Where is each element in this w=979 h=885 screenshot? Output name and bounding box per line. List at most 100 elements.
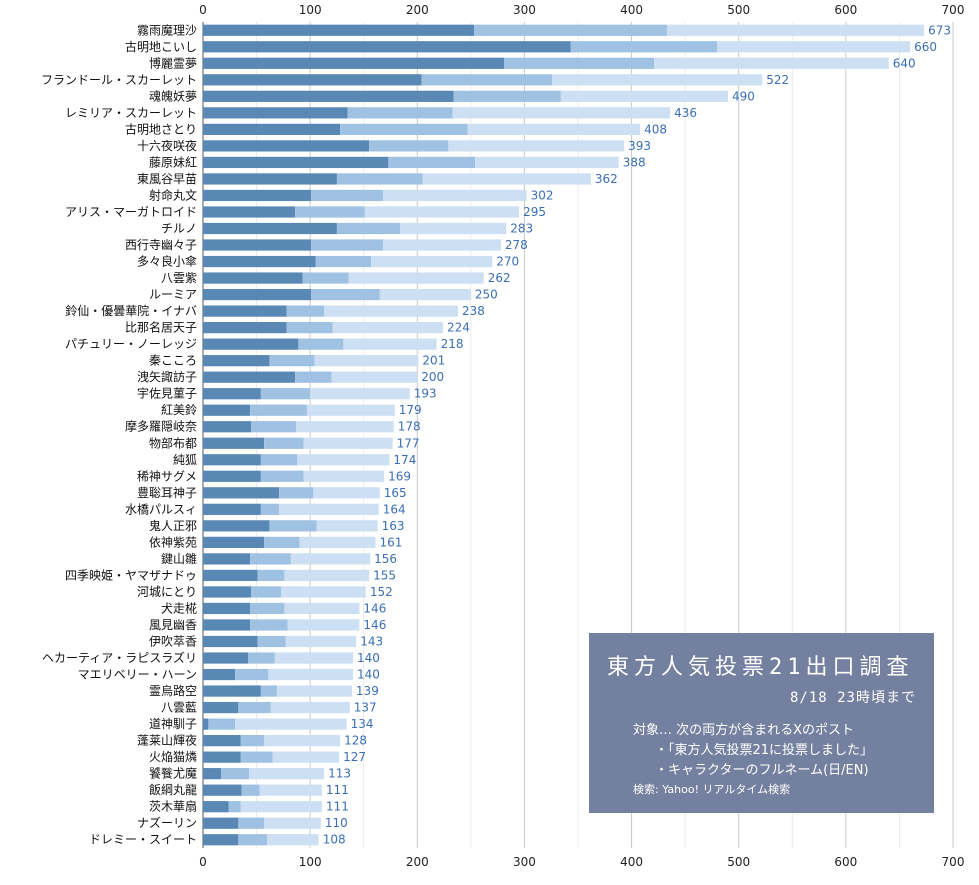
- bar-segment-3: [285, 635, 357, 648]
- bars: [203, 24, 925, 846]
- category-label: 秦こころ: [149, 354, 197, 368]
- x-tick-label-top: 300: [513, 3, 536, 17]
- bar-segment-3: [331, 371, 418, 383]
- bar-segment-2: [340, 123, 468, 135]
- bar-segment-1: [203, 338, 299, 350]
- bar-segment-3: [452, 107, 671, 119]
- bar-segment-1: [203, 41, 571, 53]
- bar-value-label: 393: [628, 139, 651, 153]
- bar-value-label: 140: [357, 651, 380, 665]
- category-label: 純狐: [173, 453, 197, 467]
- bar-segment-3: [270, 701, 350, 714]
- bar-value-label: 660: [914, 40, 937, 54]
- info-box: 東方人気投票21出口調査 8/18 23時頃まで 対象… 次の両方が含まれるXの…: [589, 633, 934, 813]
- bar-value-label: 146: [363, 601, 386, 615]
- bar-value-label: 140: [357, 668, 380, 682]
- bar-segment-1: [203, 718, 209, 730]
- bar-segment-2: [221, 768, 250, 780]
- bar-segment-2: [369, 140, 449, 152]
- x-tick-label-top: 200: [406, 3, 429, 17]
- bar-segment-1: [203, 784, 242, 796]
- bar-segment-2: [311, 288, 380, 301]
- bar-segment-2: [257, 569, 285, 582]
- bar-segment-1: [203, 355, 270, 367]
- bar-segment-3: [560, 90, 728, 102]
- x-tick-label-top: 700: [942, 3, 965, 17]
- x-tick-label-top: 600: [834, 3, 857, 17]
- bar-segment-3: [400, 222, 507, 235]
- bar-segment-3: [249, 768, 325, 780]
- bar-segment-3: [303, 470, 385, 482]
- bar-segment-1: [203, 652, 248, 664]
- category-labels: 霧雨魔理沙古明地こいし博麗霊夢フランドール・スカーレット魂魄妖夢レミリア・スカー…: [41, 22, 197, 846]
- bar-segment-3: [310, 388, 410, 400]
- category-label: 洩矢諏訪子: [137, 369, 197, 384]
- bar-segment-2: [260, 503, 280, 515]
- bar-value-label: 673: [928, 23, 951, 37]
- x-tick-label-bottom: 400: [620, 855, 643, 869]
- bar-value-label: 111: [326, 783, 349, 797]
- category-label: 風見幽香: [149, 618, 197, 632]
- bar-segment-2: [228, 801, 241, 813]
- category-label: 飯綱丸龍: [149, 782, 197, 797]
- bar-segment-3: [316, 520, 378, 532]
- bar-value-label: 128: [344, 734, 367, 748]
- bar-segment-1: [203, 569, 258, 582]
- bar-value-label: 262: [488, 271, 511, 285]
- category-label: 道神馴子: [149, 717, 197, 731]
- bar-segment-3: [324, 305, 458, 317]
- bar-segment-3: [383, 189, 527, 202]
- bar-segment-3: [475, 156, 619, 169]
- bar-value-label: 362: [595, 172, 618, 186]
- category-label: レミリア・スカーレット: [65, 106, 197, 120]
- bar-segment-1: [203, 173, 337, 185]
- bar-value-label: 193: [414, 387, 437, 401]
- category-label: 霧雨魔理沙: [137, 22, 197, 37]
- bar-segment-3: [306, 404, 395, 416]
- bar-segment-1: [203, 487, 280, 499]
- bar-value-label: 127: [343, 750, 366, 764]
- bar-segment-2: [248, 652, 275, 664]
- bar-value-label: 110: [325, 816, 348, 830]
- bar-segment-1: [203, 206, 296, 218]
- category-label: 茨木華扇: [149, 799, 197, 814]
- bar-segment-1: [203, 388, 261, 400]
- bar-segment-3: [717, 41, 911, 53]
- bar-segment-2: [260, 388, 311, 400]
- bar-value-label: 200: [421, 370, 444, 384]
- category-label: 火焔猫燐: [149, 750, 197, 764]
- category-label: 鬼人正邪: [149, 518, 197, 533]
- category-label: 稀神サグメ: [137, 469, 197, 483]
- bar-value-label: 143: [360, 635, 383, 649]
- value-labels: 673 660 640 522 490 436 408 393 388 362 302 295 283 2…: [323, 23, 951, 846]
- bar-segment-3: [276, 685, 352, 697]
- x-tick-label-bottom: 300: [513, 855, 536, 869]
- bar-segment-1: [203, 503, 261, 515]
- bar-segment-2: [240, 751, 273, 763]
- bar-value-label: 156: [374, 552, 397, 566]
- bar-segment-1: [203, 635, 258, 648]
- bar-value-label: 436: [674, 106, 697, 120]
- bar-segment-3: [290, 553, 371, 565]
- x-tick-label-top: 500: [727, 3, 750, 17]
- bar-segment-2: [257, 635, 286, 648]
- bar-segment-2: [269, 355, 315, 367]
- bar-segment-3: [281, 586, 366, 598]
- bar-segment-1: [203, 107, 348, 119]
- bar-segment-1: [203, 123, 341, 135]
- bar-segment-2: [250, 602, 285, 615]
- bar-segment-2: [241, 784, 260, 796]
- bar-segment-2: [279, 487, 314, 499]
- bar-segment-3: [666, 24, 925, 36]
- bar-value-label: 174: [393, 453, 416, 467]
- bar-value-label: 270: [496, 255, 519, 269]
- x-tick-label-top: 400: [620, 3, 643, 17]
- category-label: 鍵山雛: [161, 551, 197, 566]
- category-label: 八雲紫: [161, 271, 197, 285]
- bar-segment-3: [297, 454, 390, 466]
- bar-segment-2: [286, 322, 333, 334]
- x-tick-label-bottom: 600: [834, 855, 857, 869]
- bar-segment-1: [203, 437, 265, 449]
- bar-segment-2: [298, 338, 344, 350]
